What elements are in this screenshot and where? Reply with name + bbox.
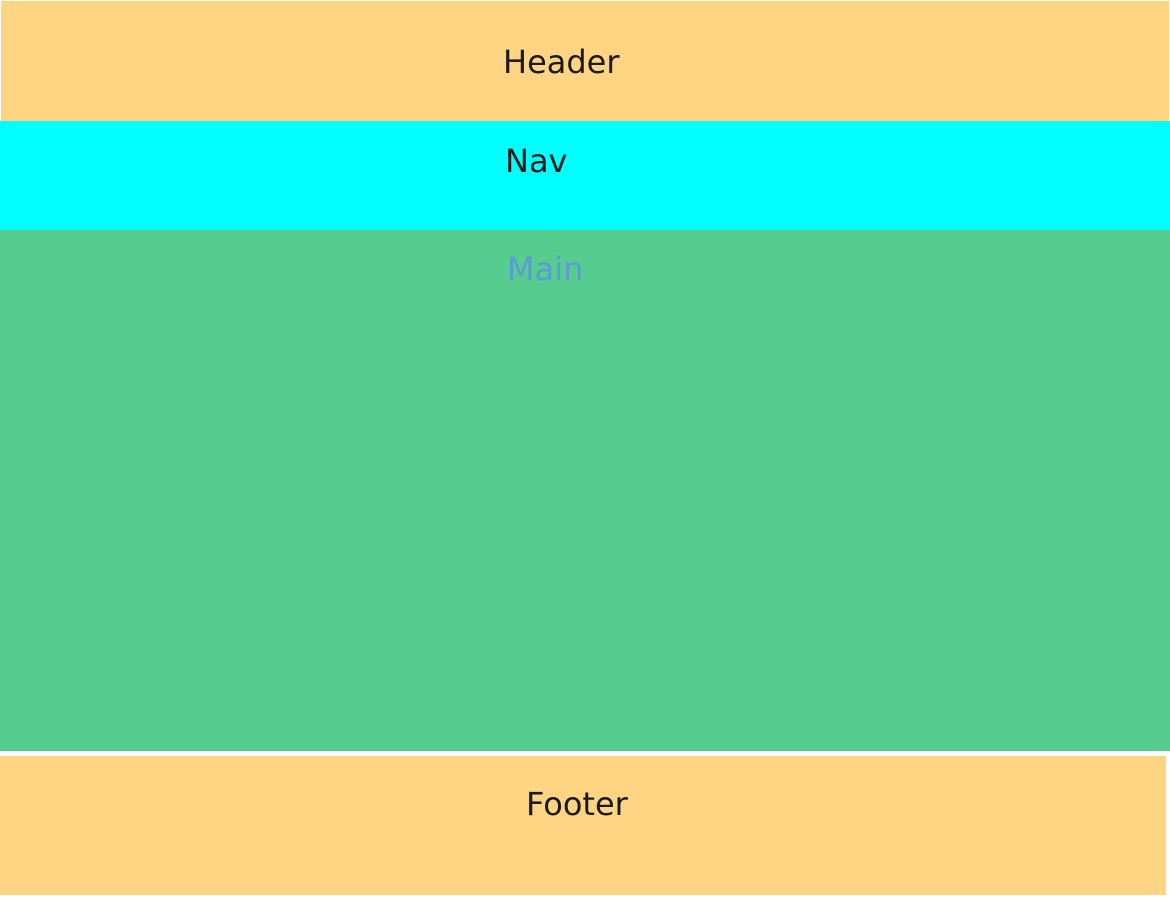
page-header (1, 1, 1169, 121)
page-footer (0, 756, 1166, 895)
nav-label: Nav (505, 142, 568, 180)
main-label: Main (507, 250, 584, 288)
footer-label: Footer (526, 785, 628, 823)
header-label: Header (503, 43, 620, 81)
nav-bar (0, 121, 1170, 230)
main-content (0, 230, 1170, 751)
